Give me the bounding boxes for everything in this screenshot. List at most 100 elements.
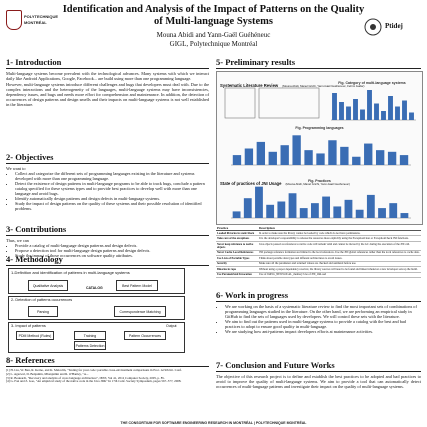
- practices-table: Practice Description Loaded libraries in…: [216, 225, 421, 279]
- practice-cell: Never Cache Local References: [216, 250, 258, 257]
- bar: [399, 155, 409, 165]
- chart-multi-language-categories: [331, 90, 416, 121]
- slr-title: Systematic Literature Review: [220, 83, 279, 88]
- table-row: Use Parametrized Invocation Use of JniEnv…: [216, 272, 421, 279]
- contribution-item: Propose a detection tool for multi-langu…: [15, 248, 209, 253]
- section-conclusion: 7- Conclusion and Future Works The objec…: [216, 360, 421, 389]
- section-work-in-progress: 6- Work in progress We are working on th…: [216, 290, 421, 334]
- conclusion-text: The objective of this research project i…: [216, 374, 421, 389]
- slr-illustration-icon: [224, 87, 320, 119]
- training-box: Training: [74, 331, 106, 340]
- chart2-caption: Fig. Programming languages: [295, 126, 344, 130]
- practices-table-wrap: Practice Description Loaded libraries in…: [216, 225, 421, 287]
- table-row: Binaries in repo Without using a proper d…: [216, 266, 421, 273]
- jni-authors: (Mouna Abidi, Manel Grichi, Yann-Gaël Gu…: [285, 182, 350, 186]
- bar: [346, 106, 351, 120]
- bar: [299, 208, 308, 218]
- table-row: Use Lists of Portable Types Think about p…: [216, 255, 421, 262]
- bar: [395, 106, 400, 120]
- section-methodology: 4- Methodology: [6, 254, 209, 268]
- contributions-intro: Thus, we can: [6, 238, 29, 243]
- description-cell: Without using a proper dependency resolv…: [258, 266, 421, 273]
- practice-cell: Loaded libraries in static block: [216, 230, 258, 237]
- contributions-title: 3- Contributions: [6, 224, 209, 236]
- ptidej-logo: Ptidej: [363, 12, 421, 42]
- bar: [244, 148, 254, 165]
- bar: [344, 199, 353, 218]
- bar: [333, 206, 342, 218]
- bar: [316, 153, 325, 165]
- work-item: We are working on the basis of a systema…: [225, 304, 421, 319]
- chart1-caption: Fig. Category of multi-language systems: [338, 81, 406, 85]
- slr-illustration: [221, 84, 321, 124]
- logo-line-1: POLYTECHNIQUE: [24, 14, 59, 19]
- practice-cell: Security: [216, 261, 258, 268]
- section-contributions: 3- Contributions Thus, we can Provide a …: [6, 224, 209, 258]
- description-cell: Use of JniEnv_NEWLOCAL_memory Use of JNI…: [258, 272, 421, 279]
- objective-item: Detect the existence of design patterns …: [15, 181, 209, 196]
- bar: [255, 186, 263, 218]
- table-header-practice: Practice: [216, 225, 258, 231]
- contribution-item: Study the impact of those occurrences on…: [15, 253, 209, 258]
- bar: [243, 198, 252, 218]
- step3-group: [8, 322, 185, 353]
- bar: [353, 99, 358, 120]
- bar: [374, 103, 379, 120]
- poster-affiliation: GIGL, Polytechnique Montréal: [169, 40, 258, 48]
- poster-footer: THE CONSORTIUM FOR SOFTWARE ENGINEERING …: [120, 421, 307, 425]
- table-row: Security Make sure all the parameters and…: [216, 261, 421, 268]
- bar: [288, 193, 297, 218]
- poster-authors: Mouna Abidi and Yann-Gaël Guéhéneuc: [156, 31, 271, 39]
- work-item: We are studying how anti-patterns impact…: [225, 329, 421, 334]
- description-cell: Think about portable data types and diff…: [258, 255, 421, 262]
- qualitative-analysis-box: Qualitative Analysis: [28, 280, 68, 291]
- reference-item: [4] G. Fan and Z. Gao, "An empirical stu…: [6, 379, 182, 384]
- practice-cell: Never keep reference to native objects: [216, 241, 258, 251]
- conclusion-title: 7- Conclusion and Future Works: [216, 360, 421, 372]
- bar: [310, 203, 319, 218]
- bar: [232, 155, 242, 165]
- catalog-label: CATALOG: [86, 286, 103, 290]
- table-header-description: Description: [258, 225, 421, 231]
- bar: [402, 100, 407, 120]
- practice-cell: Use Parametrized Invocation: [216, 272, 258, 279]
- step2-group: [8, 296, 185, 320]
- bar: [266, 204, 275, 218]
- pattern-occurrences-box: Pattern Occurrences: [124, 331, 166, 340]
- contributions-list: Provide a catalog of multi-language desi…: [6, 243, 209, 258]
- bar: [352, 156, 361, 165]
- bar: [339, 102, 344, 120]
- best-pattern-model-box: Best Pattern Model: [116, 280, 158, 291]
- reference-item: [2] L. Agarwal, D. Benjamin, Mbenjamin a…: [6, 371, 89, 376]
- bar: [367, 90, 372, 120]
- bar: [232, 211, 241, 218]
- polytechnique-logo: POLYTECHNIQUE MONTRÉAL: [6, 8, 64, 48]
- chart-jni-practices: [231, 186, 411, 219]
- table-row: Loaded libraries in static block In order…: [216, 230, 421, 237]
- objectives-list: Collect and categorize the different set…: [6, 171, 209, 211]
- introduction-title: 1- Introduction: [6, 57, 209, 69]
- output-label: Output: [166, 324, 177, 328]
- description-cell: Java objects passed as references to nat…: [258, 241, 421, 251]
- objectives-title: 2- Objectives: [6, 152, 209, 164]
- bar: [400, 213, 409, 218]
- bar: [366, 194, 375, 218]
- results-title: 5- Preliminary results: [216, 57, 421, 69]
- bar: [375, 150, 385, 165]
- poster-header: POLYTECHNIQUE MONTRÉAL Identification an…: [0, 0, 427, 62]
- bar: [388, 96, 393, 120]
- objective-item: Identify automatically design patterns a…: [15, 196, 209, 201]
- methodology-diagram: 1-Definition and identification of patte…: [6, 268, 209, 353]
- description-cell: In order to make sure the library cannot…: [258, 230, 421, 237]
- bar: [387, 151, 397, 165]
- crest-icon: [6, 10, 22, 30]
- bar: [381, 111, 386, 120]
- step2-label: 2- Detection of patterns occurrences: [11, 298, 73, 302]
- description-cell: Make sure all the parameters and returne…: [258, 261, 421, 268]
- chart3-caption: Fig. Practices: [308, 179, 331, 183]
- methodology-title: 4- Methodology: [6, 254, 209, 266]
- bar: [277, 201, 286, 218]
- practice-cell: Take care of the exceptions: [216, 235, 258, 243]
- section-introduction: 1- Introduction Multi-language systems b…: [6, 57, 209, 107]
- step3-label: 3- Impact of patterns: [11, 324, 46, 328]
